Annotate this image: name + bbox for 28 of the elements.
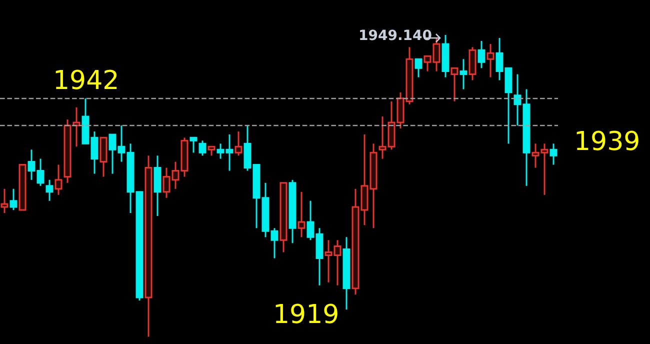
candlestick xyxy=(460,58,468,90)
candlestick xyxy=(10,188,18,211)
candlestick xyxy=(288,179,296,244)
candlestick xyxy=(478,40,486,69)
candlestick xyxy=(486,43,494,78)
candlestick xyxy=(198,140,206,156)
candlestick xyxy=(280,182,288,253)
text: 1939 xyxy=(574,127,640,157)
annotation: 1919 xyxy=(273,300,340,330)
candlestick xyxy=(468,46,476,82)
candlestick xyxy=(442,34,450,78)
candlestick xyxy=(550,142,558,166)
candlestick xyxy=(18,164,26,211)
candlestick xyxy=(144,154,152,338)
candlestick xyxy=(342,236,350,310)
candlestick xyxy=(208,146,216,156)
annotation: 1949.140 xyxy=(358,28,432,44)
candlestick xyxy=(154,154,162,217)
annotation: 1942 xyxy=(53,66,120,96)
candlestick xyxy=(54,164,62,196)
candlestick xyxy=(450,67,458,102)
candlestick xyxy=(190,136,198,154)
candlestick xyxy=(414,58,422,78)
candlestick xyxy=(298,191,306,238)
candlestick xyxy=(234,130,242,156)
candlestick xyxy=(100,136,108,178)
candlestick xyxy=(0,188,8,214)
candlestick xyxy=(46,179,54,202)
